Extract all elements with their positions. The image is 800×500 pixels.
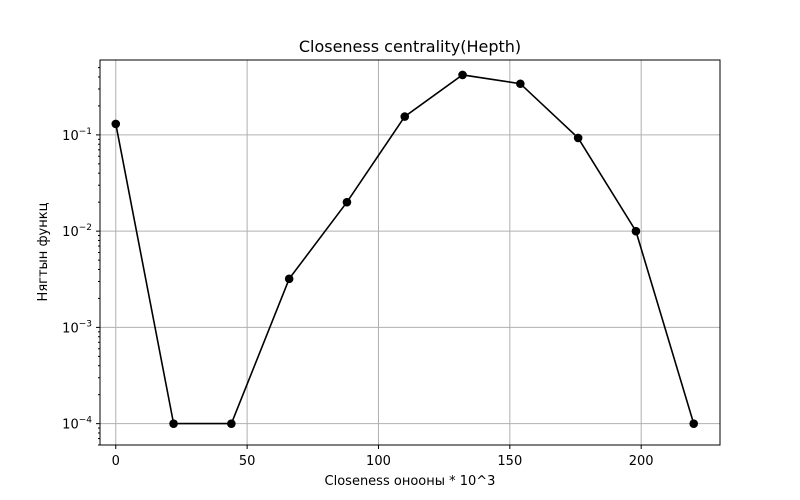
data-point — [111, 119, 121, 129]
data-point — [400, 112, 410, 121]
y-tick-label-base: 10 — [62, 129, 79, 144]
series-line — [115, 74, 695, 425]
x-axis-label: Closeness онооны * 10^3 — [325, 474, 496, 489]
plot-frame — [99, 59, 721, 446]
data-point — [284, 274, 294, 284]
x-tick-label: 200 — [629, 454, 654, 469]
x-tick-label: 50 — [239, 454, 256, 469]
x-tick-label: 150 — [497, 454, 522, 469]
y-tick-label-exponent: −1 — [79, 127, 92, 137]
y-tick-label-exponent: −2 — [79, 223, 92, 233]
y-tick-label-exponent: −3 — [79, 319, 92, 329]
data-point — [169, 419, 178, 428]
data-point — [689, 419, 699, 428]
y-tick-label: 10−1 — [62, 127, 92, 144]
data-point — [458, 70, 467, 80]
x-tick-label: 0 — [112, 454, 120, 469]
series — [111, 70, 699, 428]
data-point — [631, 226, 641, 236]
y-tick-label-exponent: −4 — [79, 416, 93, 426]
y-tick-label: 10−2 — [62, 223, 92, 240]
y-tick-label-base: 10 — [62, 321, 79, 336]
chart-title: Closeness centrality(Hepth) — [299, 37, 521, 56]
grid — [100, 60, 720, 445]
data-point — [227, 419, 236, 428]
data-point — [516, 79, 525, 89]
y-tick-label: 10−4 — [62, 416, 92, 433]
x-tick-label: 100 — [366, 454, 391, 469]
y-tick-label: 10−3 — [62, 319, 92, 336]
data-point — [342, 197, 352, 207]
data-point — [573, 133, 583, 143]
y-tick-label-base: 10 — [62, 418, 79, 433]
y-tick-label-base: 10 — [62, 225, 79, 240]
y-axis-label: Нягтын функц — [36, 202, 51, 301]
